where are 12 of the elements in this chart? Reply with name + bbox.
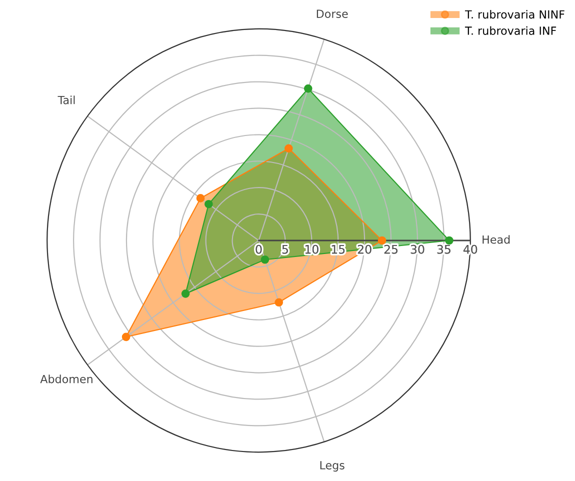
y-tick-label: 20 (358, 244, 372, 254)
spoke-label: Tail (58, 96, 75, 104)
spoke-label: Legs (320, 461, 344, 472)
spoke-label: Dorse (316, 10, 348, 18)
spoke-label: Abdomen (40, 374, 92, 384)
y-tick-label: 35 (437, 244, 450, 254)
y-tick-label: 30 (410, 244, 424, 254)
legend-label: T. rubrovaria NINF (464, 10, 564, 19)
legend-label: T. rubrovaria INF (464, 26, 556, 35)
spoke-label: Head (482, 235, 510, 244)
y-tick-label: 25 (384, 244, 398, 254)
y-tick-label: 0 (256, 244, 262, 254)
